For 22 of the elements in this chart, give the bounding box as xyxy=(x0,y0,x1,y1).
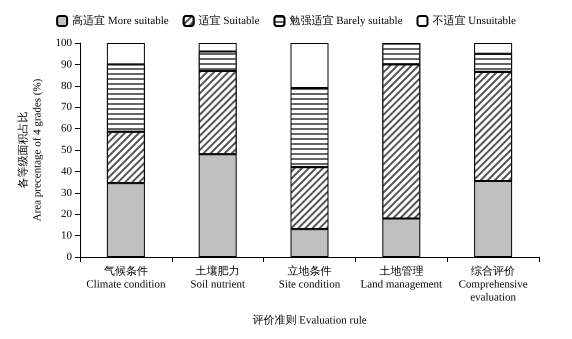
x-tick-label: 综合评价 Comprehensive evaluation xyxy=(458,264,528,304)
legend-label: 高适宜 More suitable xyxy=(72,14,169,27)
y-tick-label: 90 xyxy=(61,58,72,70)
legend-label: 不适宜 Unsuitable xyxy=(432,14,516,27)
legend-label: 勉强适宜 Barely suitable xyxy=(289,14,403,27)
legend-label: 适宜 Suitable xyxy=(198,14,260,27)
y-tick-label: 50 xyxy=(61,144,72,156)
x-axis-title: 评价准则 Evaluation rule xyxy=(252,314,367,326)
x-tick-label: 土地管理 Land management xyxy=(360,264,442,290)
y-tick-label: 30 xyxy=(61,186,72,199)
y-tick-label: 0 xyxy=(66,251,72,263)
y-tick-label: 10 xyxy=(61,230,72,242)
y-tick-label: 80 xyxy=(61,80,72,92)
x-tick-label: 土壤肥力 Soil nutrient xyxy=(190,264,246,290)
y-tick-label: 40 xyxy=(61,165,72,178)
y-axis-title: 各等级面积占比 Area precentage of 4 grades (%) xyxy=(16,78,44,222)
y-tick-label: 20 xyxy=(61,208,72,220)
y-tick-label: 60 xyxy=(61,122,72,135)
x-tick-label: 立地条件 Site condition xyxy=(278,264,341,290)
x-tick-label: 气候条件 Climate condition xyxy=(86,266,166,290)
y-tick-label: 100 xyxy=(56,37,72,49)
y-tick-label: 70 xyxy=(61,101,72,114)
